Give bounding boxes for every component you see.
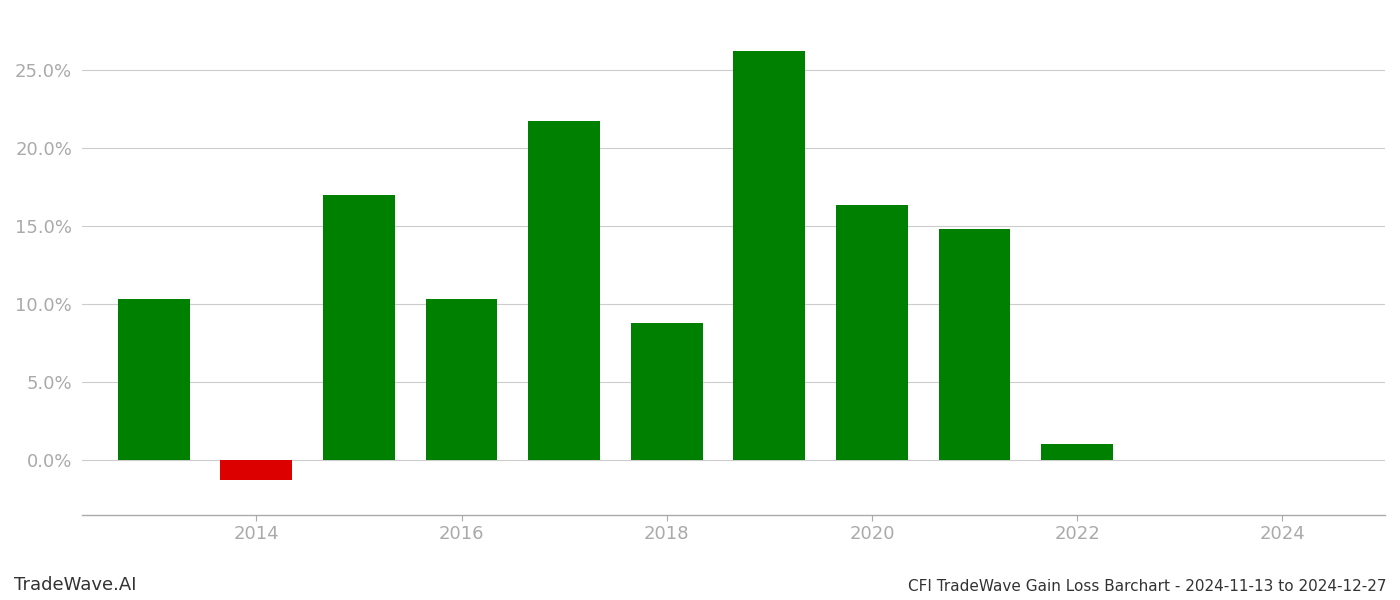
Text: TradeWave.AI: TradeWave.AI (14, 576, 137, 594)
Bar (631, 323, 703, 460)
Bar (220, 460, 293, 480)
Bar (1042, 445, 1113, 460)
Bar (323, 194, 395, 460)
Bar (528, 121, 601, 460)
Text: CFI TradeWave Gain Loss Barchart - 2024-11-13 to 2024-12-27: CFI TradeWave Gain Loss Barchart - 2024-… (907, 579, 1386, 594)
Bar (426, 299, 497, 460)
Bar (836, 205, 907, 460)
Bar (118, 299, 189, 460)
Bar (938, 229, 1011, 460)
Bar (734, 51, 805, 460)
